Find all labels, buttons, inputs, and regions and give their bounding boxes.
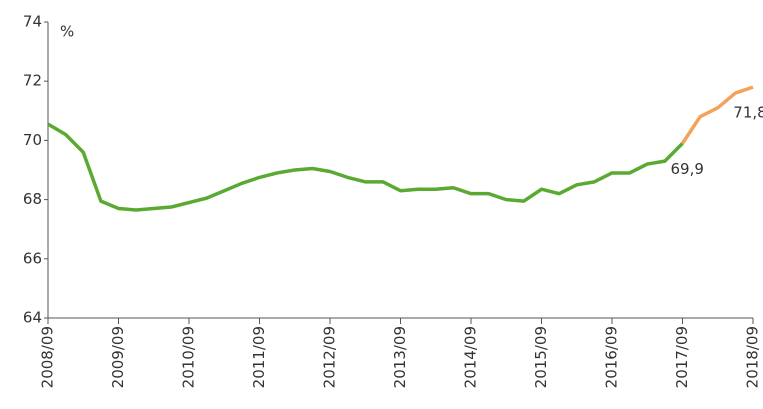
y-tick-label: 70 [23,131,42,149]
x-tick-label: 2009/09 [109,326,127,388]
x-tick-label: 2014/09 [462,326,480,388]
value-label: 69,9 [671,160,704,178]
y-tick-label: 72 [23,72,42,90]
x-tick-label: 2013/09 [391,326,409,388]
x-tick-label: 2010/09 [180,326,198,388]
x-tick-label: 2008/09 [39,326,57,388]
x-tick-label: 2011/09 [250,326,268,388]
y-axis-label: % [60,23,74,41]
series-line [47,122,684,212]
y-tick-label: 66 [23,249,42,267]
y-tick-label: 74 [23,13,42,31]
value-label: 71,8 [733,104,763,122]
y-tick-label: 68 [23,190,42,208]
x-tick-label: 2016/09 [603,326,621,388]
x-tick-label: 2017/09 [673,326,691,388]
x-tick-label: 2012/09 [321,326,339,388]
x-tick-label: 2015/09 [532,326,550,388]
y-tick-label: 64 [23,309,42,327]
series-line [681,85,754,145]
x-tick-label: 2018/09 [744,326,762,388]
